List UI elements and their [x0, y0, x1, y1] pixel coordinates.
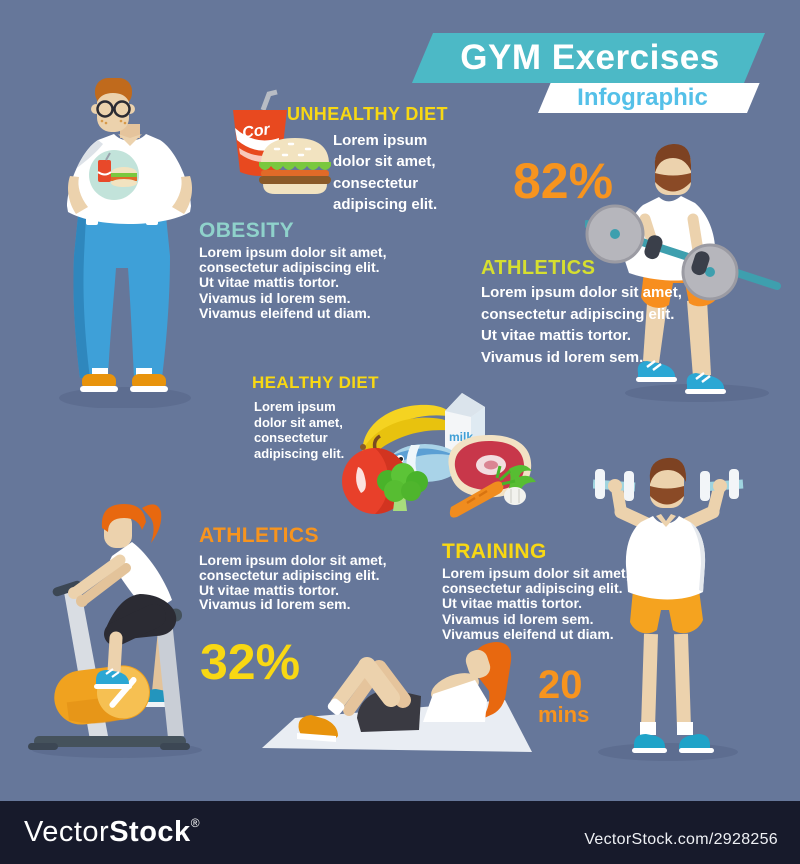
calf — [107, 631, 123, 679]
athletics-left-text: Lorem ipsum dolor sit amet, consectetur … — [199, 553, 386, 612]
top — [423, 680, 487, 722]
watermark-bar — [0, 801, 800, 864]
unhealthy-diet-text: Lorem ipsum dolor sit amet, consectetur … — [333, 130, 437, 215]
greens-garlic — [504, 464, 536, 505]
sock — [640, 722, 656, 735]
brand-vector: Vector — [24, 816, 110, 848]
head — [91, 78, 135, 132]
shadow — [598, 743, 738, 761]
carrot — [449, 465, 516, 518]
watermark-credit: VectorStock.com/2928256 — [584, 831, 778, 848]
registered-mark-icon: ® — [190, 816, 201, 830]
glove — [691, 251, 710, 276]
sock — [677, 722, 693, 735]
sneakers — [636, 360, 726, 394]
body-line: Ut vitae mattis tortor. — [199, 274, 340, 291]
body-line: Lorem ipsum dolor sit amet, — [199, 244, 387, 260]
athletics-right-text: Lorem ipsum dolor sit amet, consectetur … — [481, 282, 682, 369]
stat-20: 20 — [538, 663, 583, 707]
t-shirt — [625, 514, 706, 600]
straw — [260, 89, 278, 111]
ponytail — [142, 504, 162, 543]
poster-subtitle: Infographic — [577, 84, 708, 111]
body-line: Lorem ipsum — [333, 132, 428, 149]
soda-label: Cor — [241, 121, 271, 142]
broccoli — [377, 463, 428, 511]
brand-stock: Stock — [109, 816, 191, 848]
shoe — [297, 698, 345, 742]
obesity-text: Lorem ipsum dolor sit amet, consectetur … — [199, 244, 387, 321]
burger — [259, 138, 331, 194]
head — [654, 143, 691, 195]
body-line: Vivamus eleifend ut diam. — [442, 625, 614, 642]
head — [649, 457, 686, 508]
freckles — [100, 119, 127, 125]
body-line: Vivamus id lorem sem. — [199, 596, 351, 613]
body-line: adipiscing elit. — [333, 195, 438, 213]
stat-32-percent: 32% — [200, 634, 301, 690]
heading-obesity: OBESITY — [199, 219, 294, 242]
head — [101, 504, 162, 548]
fastfood-badge — [89, 150, 139, 200]
heading-training: TRAINING — [442, 540, 547, 563]
body-line: Vivamus id lorem sem. — [481, 349, 644, 367]
dumbbells — [593, 469, 744, 501]
stat-82-percent: 82% — [513, 153, 614, 209]
body-line: dolor sit amet, — [333, 153, 436, 171]
barbell — [585, 204, 781, 301]
glasses — [96, 100, 131, 118]
body-line: Vivamus id lorem sem. — [442, 610, 594, 627]
healthy-food-illustration: milk — [342, 393, 536, 518]
training-text: Lorem ipsum dolor sit amet, consectetur … — [442, 565, 630, 642]
poster-title: GYM Exercises — [460, 38, 720, 77]
body-line: Ut vitae mattis tortor. — [442, 595, 583, 612]
heading-athletics-right: ATHLETICS — [481, 257, 596, 279]
heading-healthy-diet: HEALTHY DIET — [252, 373, 379, 392]
vectorstock-logo: VectorStock® — [24, 816, 200, 849]
shadow — [59, 387, 191, 408]
body-line: adipiscing elit. — [254, 445, 345, 461]
body-line: consectetur adipiscing elit. — [199, 566, 380, 583]
body-line: consectetur adipiscing elit. — [481, 305, 675, 323]
body-line: Lorem ipsum dolor sit amet, — [481, 284, 682, 301]
heading-athletics-left: ATHLETICS — [199, 524, 319, 547]
body-line: Vivamus eleifend ut diam. — [199, 304, 371, 321]
body-line: Lorem ipsum dolor sit amet, — [442, 565, 630, 581]
arms — [68, 554, 131, 607]
dumbbell-man-illustration — [593, 457, 744, 761]
body-line: consectetur — [333, 174, 419, 192]
obese-man-illustration — [59, 78, 192, 408]
body-line: consectetur adipiscing elit. — [442, 580, 623, 597]
exercise-bike-woman-illustration — [28, 504, 202, 758]
healthy-diet-text: Lorem ipsum dolor sit amet, consectetur … — [254, 399, 344, 461]
stat-20-unit: mins — [538, 702, 590, 727]
heading-unhealthy-diet: UNHEALTHY DIET — [287, 104, 448, 124]
barbell-man-illustration — [585, 143, 781, 402]
body-line: Vivamus id lorem sem. — [199, 289, 351, 306]
situps-woman-illustration — [262, 642, 532, 752]
legs — [641, 633, 691, 729]
body-line: Lorem ipsum — [254, 399, 336, 414]
body-line: consectetur — [254, 430, 328, 445]
legs — [330, 657, 411, 716]
sneakers — [632, 734, 714, 753]
leggings — [104, 594, 177, 646]
face — [465, 649, 491, 679]
shoes — [80, 368, 168, 392]
glove — [644, 235, 663, 260]
jeans — [73, 211, 170, 378]
body-line: Ut vitae mattis tortor. — [481, 327, 632, 345]
body-line: Lorem ipsum dolor sit amet, — [199, 552, 387, 568]
body-line: consectetur adipiscing elit. — [199, 259, 380, 276]
shorts — [630, 590, 703, 634]
arms-hands — [68, 176, 192, 214]
body-line: dolor sit amet, — [254, 414, 343, 430]
legs — [643, 299, 711, 377]
body-line: Ut vitae mattis tortor. — [199, 581, 340, 598]
near-shoe — [94, 668, 132, 689]
fastfood-illustration: Cor — [233, 89, 331, 194]
